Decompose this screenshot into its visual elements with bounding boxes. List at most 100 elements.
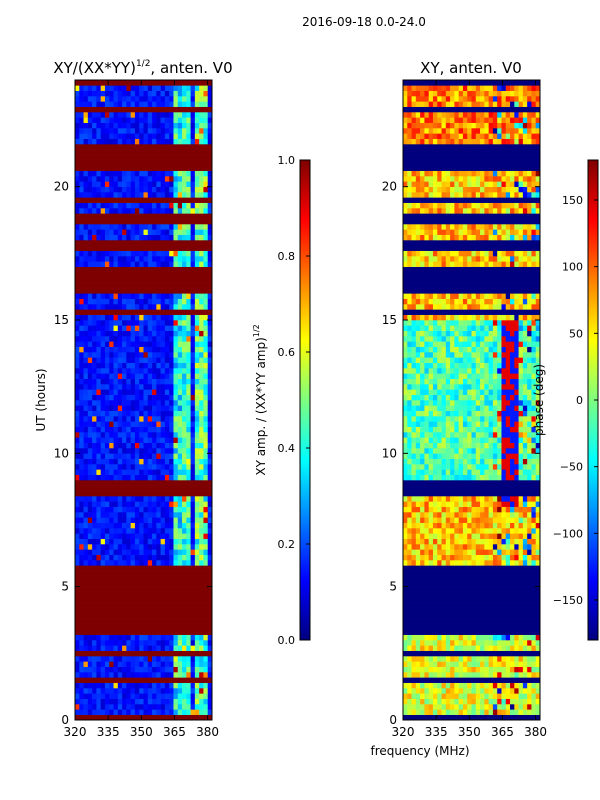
phase-cell <box>492 666 498 673</box>
amplitude-cell <box>92 336 97 342</box>
phase-cell <box>527 506 532 513</box>
amplitude-cell <box>130 117 136 123</box>
amplitude-cell <box>122 432 127 438</box>
amplitude-cell <box>164 517 170 523</box>
amplitude-cell <box>104 400 110 406</box>
phase-cell <box>437 304 442 310</box>
phase-cell <box>462 416 468 422</box>
amplitude-cell <box>83 304 89 310</box>
amplitude-cell <box>147 442 153 449</box>
amplitude-cell <box>173 469 179 475</box>
amplitude-cell <box>169 138 174 145</box>
amplitude-cell <box>164 400 170 406</box>
phase-cell <box>450 448 455 454</box>
phase-cell <box>441 693 447 699</box>
phase-cell <box>475 426 481 433</box>
amplitude-cell <box>190 186 196 193</box>
phase-cell <box>471 250 477 257</box>
amplitude-cell <box>100 181 106 187</box>
amplitude-cell <box>156 293 161 299</box>
amplitude-cell <box>147 256 153 262</box>
amplitude-cell <box>207 330 213 337</box>
phase-cell <box>480 432 485 438</box>
amplitude-cell <box>113 666 119 673</box>
amplitude-cell <box>177 192 183 198</box>
phase-cell <box>518 549 524 555</box>
phase-cell <box>441 512 447 518</box>
amplitude-cell <box>143 538 149 545</box>
phase-cell <box>522 421 528 427</box>
amplitude-cell <box>79 314 84 321</box>
amplitude-cell <box>152 528 157 534</box>
amplitude-cell <box>190 501 196 507</box>
amplitude-cell <box>100 442 106 449</box>
phase-cell <box>484 506 489 513</box>
amplitude-cell <box>79 666 84 673</box>
amplitude-cell <box>199 666 204 673</box>
phase-cell <box>522 528 528 534</box>
amplitude-cell <box>126 368 131 374</box>
phase-cell <box>420 357 425 363</box>
amplitude-cell <box>79 304 84 310</box>
phase-cell <box>445 357 451 363</box>
phase-cell <box>415 325 421 331</box>
phase-cell <box>492 298 498 305</box>
amplitude-cell <box>199 560 204 566</box>
phase-cell <box>510 474 515 481</box>
phase-cell <box>527 256 532 262</box>
phase-cell <box>437 330 442 337</box>
phase-cell <box>415 437 421 443</box>
amplitude-cell <box>130 533 136 539</box>
phase-cell <box>480 458 485 465</box>
amplitude-cell <box>134 704 140 710</box>
amplitude-cell <box>190 517 196 523</box>
phase-cell <box>492 506 498 513</box>
amplitude-cell <box>152 640 157 646</box>
amplitude-cell <box>117 192 123 198</box>
amplitude-cell <box>87 192 93 198</box>
amplitude-cell <box>109 138 114 145</box>
amplitude-cell <box>83 538 89 545</box>
amplitude-cell <box>79 421 84 427</box>
phase-cell <box>484 250 489 257</box>
amplitude-cell <box>194 176 200 182</box>
phase-cell <box>432 517 438 523</box>
amplitude-cell <box>169 458 174 465</box>
phase-cell <box>475 709 481 715</box>
phase-cell <box>420 474 425 481</box>
amplitude-cell <box>139 538 144 545</box>
amplitude-cell <box>182 133 187 139</box>
amplitude-cell <box>104 517 110 523</box>
amplitude-cell <box>130 426 136 433</box>
amplitude-cell <box>92 549 97 555</box>
phase-cell <box>497 304 502 310</box>
phase-cell <box>437 501 442 507</box>
phase-cell <box>505 352 511 358</box>
amplitude-cell <box>152 261 157 267</box>
amplitude-cell <box>164 378 170 385</box>
amplitude-cell <box>160 448 166 454</box>
phase-cell <box>441 320 447 326</box>
amplitude-cell <box>182 453 187 459</box>
phase-cell <box>450 560 455 566</box>
phase-cell <box>514 357 519 363</box>
amplitude-cell <box>104 224 110 230</box>
amplitude-cell <box>169 464 174 470</box>
phase-cell <box>424 261 429 267</box>
phase-cell <box>471 378 477 385</box>
phase-cell <box>441 544 447 550</box>
amplitude-cell <box>134 325 140 331</box>
amplitude-cell <box>156 512 161 518</box>
phase-cell <box>462 256 468 262</box>
phase-cell <box>403 352 408 358</box>
amplitude-cell <box>203 549 209 555</box>
amplitude-cell <box>113 229 119 235</box>
phase-cell <box>467 528 472 534</box>
amplitude-cell <box>87 122 93 129</box>
amplitude-cell <box>92 688 97 694</box>
amplitude-cell <box>199 394 204 401</box>
amplitude-cell <box>143 693 149 699</box>
amplitude-cell <box>100 325 106 331</box>
phase-cell <box>445 320 451 326</box>
amplitude-cell <box>160 170 166 177</box>
